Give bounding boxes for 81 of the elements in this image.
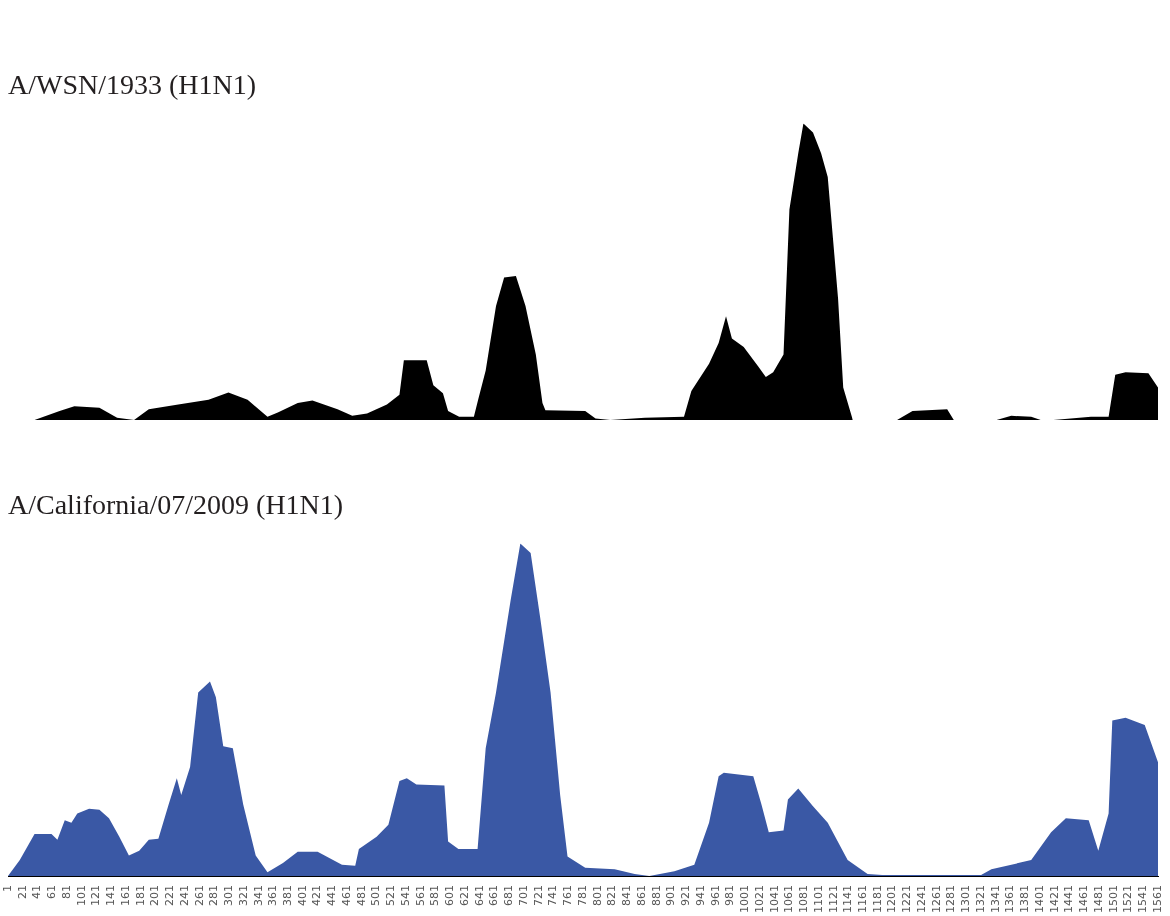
x-tick-label: 1121 (826, 885, 840, 914)
x-tick-label: 401 (295, 885, 309, 907)
x-tick-label: 241 (177, 885, 191, 907)
x-tick-label: 121 (89, 885, 103, 907)
x-tick-label: 901 (664, 885, 678, 907)
x-tick-label: 821 (605, 885, 619, 907)
x-tick-label: 921 (679, 885, 693, 907)
x-tick-label: 981 (723, 885, 737, 907)
x-tick-label: 1081 (797, 885, 811, 914)
x-tick-label: 1461 (1077, 885, 1091, 914)
x-tick-label: 1201 (885, 885, 899, 914)
x-tick-label: 1161 (855, 885, 869, 914)
x-tick-label: 1481 (1091, 885, 1105, 914)
x-tick-label: 201 (148, 885, 162, 907)
x-tick-label: 701 (516, 885, 530, 907)
x-tick-label: 561 (413, 885, 427, 907)
x-tick-label: 781 (575, 885, 589, 907)
x-tick-label: 301 (222, 885, 236, 907)
x-tick-label: 181 (133, 885, 147, 907)
x-tick-label: 481 (354, 885, 368, 907)
x-tick-label: 1301 (959, 885, 973, 914)
x-tick-label: 41 (30, 885, 44, 900)
x-tick-label: 281 (207, 885, 221, 907)
x-tick-label: 841 (620, 885, 634, 907)
x-tick-label: 521 (384, 885, 398, 907)
x-tick-label: 861 (634, 885, 648, 907)
x-tick-label: 1341 (988, 885, 1002, 914)
x-tick-label: 1561 (1150, 885, 1164, 914)
x-tick-label: 501 (369, 885, 383, 907)
x-tick-label: 881 (649, 885, 663, 907)
x-tick-label: 1101 (811, 885, 825, 914)
chart-title: A/WSN/1933 (H1N1) (8, 69, 257, 101)
x-tick-label: 461 (339, 885, 353, 907)
x-tick-label: 361 (266, 885, 280, 907)
x-tick-label: 1181 (870, 885, 884, 914)
x-tick-label: 21 (15, 885, 29, 900)
chart-title: A/California/07/2009 (H1N1) (8, 489, 344, 521)
x-tick-label: 661 (487, 885, 501, 907)
x-tick-label: 941 (693, 885, 707, 907)
x-tick-label: 721 (531, 885, 545, 907)
x-tick-label: 1061 (782, 885, 796, 914)
x-tick-label: 141 (104, 885, 118, 907)
x-tick-label: 1321 (973, 885, 987, 914)
x-tick-label: 961 (708, 885, 722, 907)
x-tick-label: 1041 (767, 885, 781, 914)
x-tick-label: 541 (398, 885, 412, 907)
x-tick-label: 581 (428, 885, 442, 907)
x-tick-label: 761 (561, 885, 575, 907)
x-tick-label: 741 (546, 885, 560, 907)
x-tick-label: 1261 (929, 885, 943, 914)
x-tick-label: 101 (74, 885, 88, 907)
x-tick-label: 1541 (1136, 885, 1150, 914)
x-tick-label: 61 (45, 885, 59, 900)
x-tick-label: 1241 (914, 885, 928, 914)
x-tick-label: 1521 (1121, 885, 1135, 914)
x-tick-label: 1001 (738, 885, 752, 914)
x-tick-label: 321 (236, 885, 250, 907)
x-tick-label: 621 (457, 885, 471, 907)
x-tick-label: 81 (59, 885, 73, 900)
x-tick-label: 261 (192, 885, 206, 907)
x-tick-label: 341 (251, 885, 265, 907)
x-tick-label: 1141 (841, 885, 855, 914)
x-tick-label: 1361 (1003, 885, 1017, 914)
x-tick-label: 421 (310, 885, 324, 907)
x-tick-label: 1281 (944, 885, 958, 914)
x-tick-label: 1221 (900, 885, 914, 914)
x-tick-label: 601 (443, 885, 457, 907)
x-tick-label: 641 (472, 885, 486, 907)
x-tick-label: 1421 (1047, 885, 1061, 914)
x-tick-label: 1401 (1032, 885, 1046, 914)
x-tick-label: 1021 (752, 885, 766, 914)
x-tick-label: 441 (325, 885, 339, 907)
x-tick-label: 1 (0, 885, 14, 893)
x-tick-label: 381 (280, 885, 294, 907)
x-tick-label: 1441 (1062, 885, 1076, 914)
x-tick-label: 1501 (1106, 885, 1120, 914)
x-tick-label: 221 (163, 885, 177, 907)
x-tick-label: 1381 (1018, 885, 1032, 914)
x-tick-label: 681 (502, 885, 516, 907)
x-tick-label: 161 (118, 885, 132, 907)
x-tick-label: 801 (590, 885, 604, 907)
